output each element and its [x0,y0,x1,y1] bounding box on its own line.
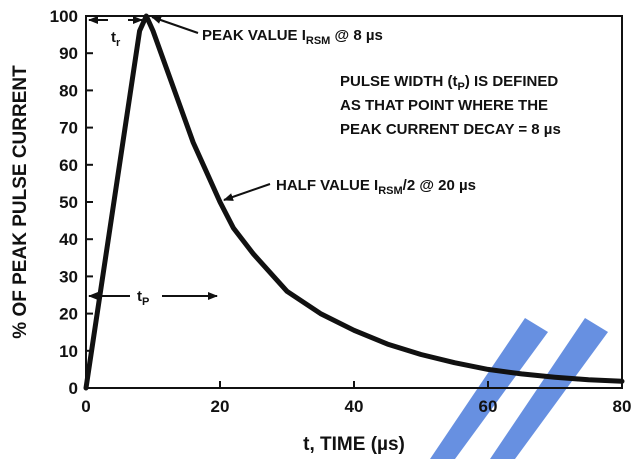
y-tick-label: 0 [69,379,78,398]
pulse-width-line-3: PEAK CURRENT DECAY = 8 µs [340,121,561,138]
x-tick-label: 40 [345,397,364,416]
y-tick-label: 100 [50,7,78,26]
axis-tick-labels: 0 20 40 60 80 0 10 20 30 40 50 60 70 80 90 100 [50,7,632,416]
tp-label: tP [137,288,149,308]
pulse-width-line-1: PULSE WIDTH (tP) IS DEFINED [340,73,558,93]
y-tick-label: 60 [59,156,78,175]
x-tick-label: 20 [211,397,230,416]
pulse-width-line-2: AS THAT POINT WHERE THE [340,97,548,114]
series-line [83,13,625,391]
y-tick-label: 10 [59,342,78,361]
x-tick-label: 0 [81,397,90,416]
x-tick-label: 60 [479,397,498,416]
half-value-arrow [223,183,271,201]
y-axis-title: % OF PEAK PULSE CURRENT [10,65,31,339]
y-tick-label: 30 [59,267,78,286]
y-tick-label: 50 [59,193,78,212]
x-tick-label: 80 [613,397,632,416]
y-tick-label: 80 [59,81,78,100]
y-tick-label: 70 [59,119,78,138]
x-axis-title: t, TIME (µs) [303,434,405,455]
y-tick-label: 90 [59,44,78,63]
y-tick-label: 20 [59,305,78,324]
tr-label: tr [111,29,121,49]
peak-arrow [151,16,199,34]
half-value-label: HALF VALUE IRSM/2 @ 20 µs [276,177,476,197]
peak-value-label: PEAK VALUE IRSM @ 8 µs [202,27,383,47]
y-tick-label: 40 [59,230,78,249]
